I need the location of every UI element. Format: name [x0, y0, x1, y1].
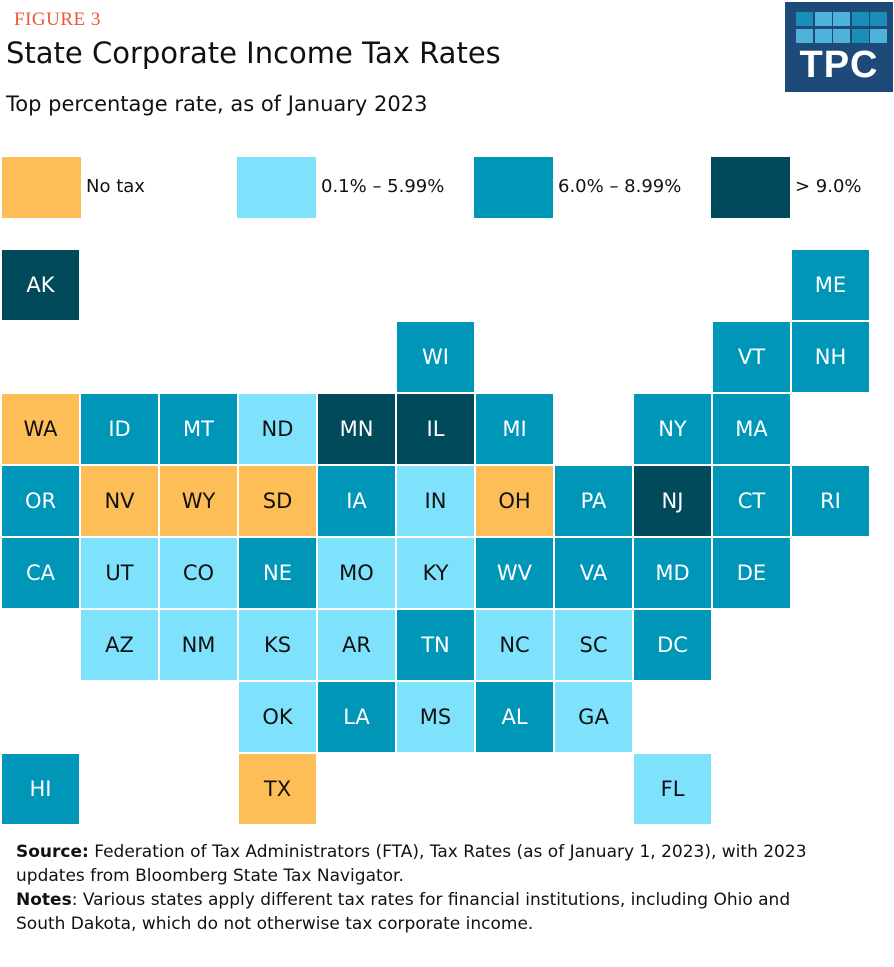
state-tile-dc: DC [634, 610, 711, 680]
state-tile-ri: RI [792, 466, 869, 536]
state-tile-nm: NM [160, 610, 237, 680]
logo-text: TPC [799, 44, 879, 86]
state-tile-sc: SC [555, 610, 632, 680]
logo-square [851, 29, 869, 43]
state-tile-ct: CT [713, 466, 790, 536]
state-tile-wi: WI [397, 322, 474, 392]
notes-label: Notes [16, 890, 72, 910]
logo-square [814, 12, 832, 26]
logo-square [796, 12, 813, 26]
state-tile-mo: MO [318, 538, 395, 608]
state-tile-mn: MN [318, 394, 395, 464]
state-tile-mi: MI [476, 394, 553, 464]
state-tile-de: DE [713, 538, 790, 608]
logo-square [796, 29, 813, 43]
state-tile-ma: MA [713, 394, 790, 464]
state-tile-la: LA [318, 682, 395, 752]
state-tile-in: IN [397, 466, 474, 536]
state-tile-or: OR [2, 466, 79, 536]
state-tile-vt: VT [713, 322, 790, 392]
state-tile-tx: TX [239, 754, 316, 824]
state-tile-mt: MT [160, 394, 237, 464]
tpc-logo: TPC [785, 2, 893, 92]
state-tile-ok: OK [239, 682, 316, 752]
legend-swatch-none [2, 157, 81, 218]
state-tile-nv: NV [81, 466, 158, 536]
state-tile-ut: UT [81, 538, 158, 608]
state-tile-nd: ND [239, 394, 316, 464]
state-tile-ga: GA [555, 682, 632, 752]
state-tile-md: MD [634, 538, 711, 608]
state-tile-nc: NC [476, 610, 553, 680]
legend-label-low: 0.1% – 5.99% [321, 176, 445, 197]
legend-swatch-mid [474, 157, 553, 218]
state-tile-fl: FL [634, 754, 711, 824]
state-tile-sd: SD [239, 466, 316, 536]
state-tile-pa: PA [555, 466, 632, 536]
legend-label-none: No tax [86, 176, 145, 197]
state-tile-az: AZ [81, 610, 158, 680]
state-tile-me: ME [792, 250, 869, 320]
state-tile-ar: AR [318, 610, 395, 680]
logo-square [833, 12, 850, 26]
logo-square [870, 29, 887, 43]
logo-square [870, 12, 887, 26]
source-notes: Source: Federation of Tax Administrators… [16, 840, 816, 936]
state-tile-nj: NJ [634, 466, 711, 536]
state-tile-ia: IA [318, 466, 395, 536]
state-tile-tn: TN [397, 610, 474, 680]
legend-swatch-high [711, 157, 790, 218]
logo-square [814, 29, 832, 43]
state-tile-wa: WA [2, 394, 79, 464]
state-tile-ny: NY [634, 394, 711, 464]
state-tile-ak: AK [2, 250, 79, 320]
state-tile-wy: WY [160, 466, 237, 536]
state-tile-id: ID [81, 394, 158, 464]
state-tile-ks: KS [239, 610, 316, 680]
chart-subtitle: Top percentage rate, as of January 2023 [6, 92, 428, 116]
state-tile-nh: NH [792, 322, 869, 392]
legend-label-high: > 9.0% [795, 176, 862, 197]
state-tile-ne: NE [239, 538, 316, 608]
state-tile-al: AL [476, 682, 553, 752]
state-tile-ms: MS [397, 682, 474, 752]
legend-swatch-low [237, 157, 316, 218]
notes-text: : Various states apply different tax rat… [16, 890, 791, 934]
source-label: Source: [16, 842, 89, 862]
source-text: Federation of Tax Administrators (FTA), … [16, 842, 807, 886]
state-tile-co: CO [160, 538, 237, 608]
legend-label-mid: 6.0% – 8.99% [558, 176, 682, 197]
state-tile-va: VA [555, 538, 632, 608]
state-tile-oh: OH [476, 466, 553, 536]
state-tile-ca: CA [2, 538, 79, 608]
state-tile-ky: KY [397, 538, 474, 608]
state-tile-wv: WV [476, 538, 553, 608]
logo-square [851, 12, 869, 26]
state-tile-il: IL [397, 394, 474, 464]
chart-title: State Corporate Income Tax Rates [6, 36, 501, 70]
figure-label: FIGURE 3 [14, 9, 101, 30]
state-tile-hi: HI [2, 754, 79, 824]
logo-square [833, 29, 850, 43]
